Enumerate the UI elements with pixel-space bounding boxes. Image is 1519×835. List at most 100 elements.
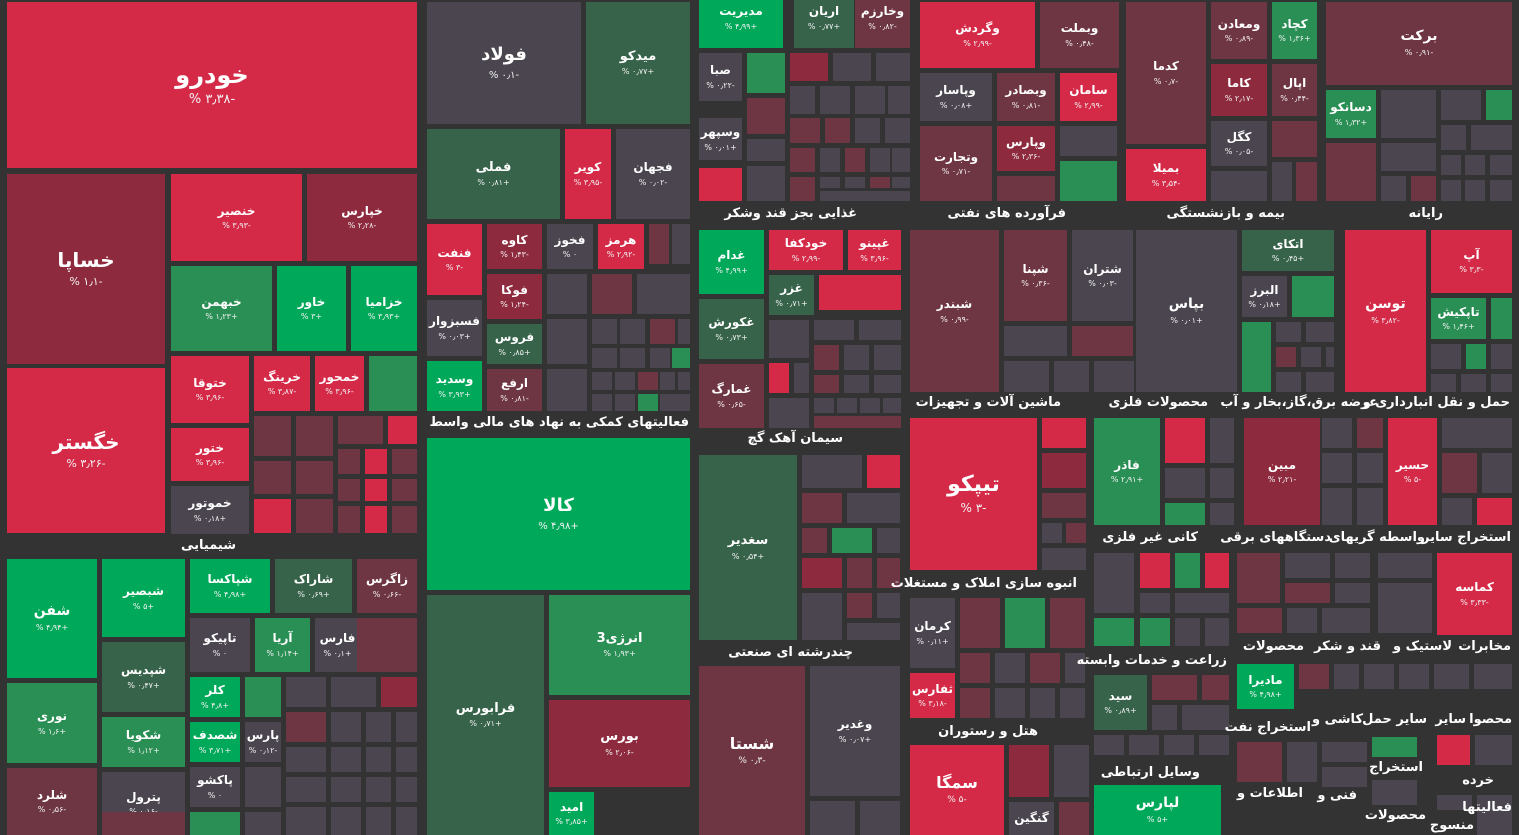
stock-tile-small[interactable] <box>1182 705 1229 730</box>
stock-tile[interactable]: خموتور +۰٫۱۸ % <box>171 486 249 534</box>
stock-tile-small[interactable] <box>1065 653 1085 683</box>
stock-tile-small[interactable] <box>877 558 900 588</box>
stock-tile[interactable]: غکورش +۰٫۷۳ % <box>699 299 764 359</box>
stock-tile-small[interactable] <box>254 499 291 533</box>
stock-tile-small[interactable] <box>1334 664 1359 689</box>
stock-tile-small[interactable] <box>338 506 360 533</box>
stock-tile-small[interactable] <box>1441 155 1461 175</box>
stock-tile[interactable]: فملی +۰٫۸۱ % <box>427 129 560 219</box>
stock-tile-small[interactable] <box>860 398 880 413</box>
stock-tile-small[interactable] <box>814 320 854 340</box>
stock-tile[interactable]: شستا -۰٫۳ % <box>699 666 805 835</box>
stock-tile-small[interactable] <box>833 53 871 81</box>
stock-tile[interactable]: کویر -۳٫۹۵ % <box>565 129 611 219</box>
stock-tile-small[interactable] <box>847 558 872 588</box>
stock-tile-small[interactable] <box>296 461 333 494</box>
stock-tile-small[interactable] <box>1335 553 1370 578</box>
stock-tile-small[interactable] <box>1490 180 1512 201</box>
stock-tile-small[interactable] <box>1199 735 1229 755</box>
stock-tile[interactable]: خبهمن +۱٫۲۳ % <box>171 266 272 351</box>
stock-tile-small[interactable] <box>1486 90 1512 120</box>
stock-tile[interactable]: کماسه -۳٫۳۳ % <box>1437 553 1512 635</box>
stock-tile-small[interactable] <box>1411 176 1436 201</box>
stock-tile-small[interactable] <box>877 593 900 618</box>
stock-tile-small[interactable] <box>366 712 391 742</box>
stock-tile-small[interactable] <box>392 449 417 474</box>
stock-tile-small[interactable] <box>874 345 901 370</box>
stock-tile-small[interactable] <box>1205 553 1229 588</box>
stock-tile[interactable]: کرمان +۰٫۱۱ % <box>910 598 955 668</box>
stock-tile[interactable]: انرژی3 +۱٫۹۳ % <box>549 595 690 695</box>
stock-tile-small[interactable] <box>1060 161 1117 201</box>
stock-tile-small[interactable] <box>960 653 990 683</box>
stock-tile-small[interactable] <box>1465 180 1485 201</box>
stock-tile-small[interactable] <box>396 712 417 742</box>
stock-tile-small[interactable] <box>1357 418 1383 448</box>
stock-tile-small[interactable] <box>769 398 809 428</box>
stock-tile-small[interactable] <box>592 372 612 390</box>
stock-tile-small[interactable] <box>366 807 391 835</box>
stock-tile-small[interactable] <box>837 398 857 413</box>
stock-tile-small[interactable] <box>365 449 387 474</box>
stock-tile-small[interactable] <box>1094 553 1134 613</box>
stock-tile[interactable]: شپاکسا +۴٫۹۸ % <box>190 559 270 613</box>
stock-tile-small[interactable] <box>1381 143 1436 171</box>
stock-tile-small[interactable] <box>1437 795 1472 810</box>
stock-tile[interactable]: وگردش -۲٫۹۹ % <box>920 2 1035 68</box>
stock-tile[interactable]: کالا +۴٫۹۸ % <box>427 438 690 590</box>
stock-tile-small[interactable] <box>859 320 901 340</box>
stock-tile-small[interactable] <box>1066 523 1086 543</box>
stock-tile-small[interactable] <box>1431 374 1456 392</box>
stock-tile-small[interactable] <box>1287 742 1317 782</box>
stock-tile-small[interactable] <box>369 356 417 411</box>
stock-tile-small[interactable] <box>1165 503 1205 525</box>
stock-tile-small[interactable] <box>620 348 645 368</box>
stock-tile-small[interactable] <box>1165 418 1205 463</box>
stock-tile-small[interactable] <box>547 369 587 411</box>
stock-tile[interactable]: شکویا +۱٫۱۲ % <box>102 717 185 767</box>
stock-tile-small[interactable] <box>847 493 900 523</box>
stock-tile-small[interactable] <box>1322 742 1367 762</box>
stock-tile-small[interactable] <box>1474 664 1512 689</box>
stock-tile[interactable]: فروس +۰٫۸۵ % <box>487 324 542 364</box>
stock-tile[interactable]: تاپکیش +۱٫۴۶ % <box>1431 298 1486 339</box>
stock-tile-small[interactable] <box>286 712 326 742</box>
stock-tile-small[interactable] <box>1175 618 1200 646</box>
stock-tile-small[interactable] <box>1477 795 1512 835</box>
stock-tile[interactable]: مدیریت +۴٫۹۹ % <box>699 0 783 48</box>
stock-tile-small[interactable] <box>1491 344 1512 369</box>
stock-tile-small[interactable] <box>1491 298 1512 339</box>
stock-tile-small[interactable] <box>1335 583 1370 603</box>
stock-tile-small[interactable] <box>814 398 834 413</box>
stock-tile-small[interactable] <box>888 86 910 114</box>
stock-tile-small[interactable] <box>1285 583 1330 603</box>
stock-tile-small[interactable] <box>1210 418 1234 463</box>
stock-tile-small[interactable] <box>649 224 669 264</box>
stock-tile-small[interactable] <box>1237 608 1282 633</box>
stock-tile[interactable]: غزر +۰٫۷۱ % <box>769 275 814 315</box>
stock-tile[interactable]: سمگا -۵ % <box>910 745 1004 835</box>
stock-tile-small[interactable] <box>547 274 587 314</box>
stock-tile-small[interactable] <box>1237 553 1280 603</box>
stock-tile-small[interactable] <box>1059 802 1089 835</box>
stock-tile-small[interactable] <box>1434 664 1469 689</box>
stock-tile-small[interactable] <box>1301 347 1321 367</box>
stock-tile-small[interactable] <box>1322 767 1367 787</box>
stock-tile[interactable]: وغدیر +۰٫۰۷ % <box>810 666 900 796</box>
stock-tile-small[interactable] <box>802 455 862 488</box>
stock-tile[interactable]: فنفت -۳ % <box>427 224 482 295</box>
stock-tile-small[interactable] <box>102 812 185 835</box>
stock-tile-small[interactable] <box>844 375 869 393</box>
stock-tile-small[interactable] <box>699 168 742 201</box>
stock-tile-small[interactable] <box>660 372 675 390</box>
stock-tile-small[interactable] <box>1491 374 1512 392</box>
stock-tile-small[interactable] <box>365 506 387 533</box>
stock-tile-small[interactable] <box>660 394 690 411</box>
stock-tile-small[interactable] <box>1042 453 1086 488</box>
stock-tile-small[interactable] <box>1042 523 1062 543</box>
stock-tile-small[interactable] <box>331 747 361 772</box>
stock-tile-small[interactable] <box>847 623 900 640</box>
stock-tile[interactable]: کگل -۰٫۰۵ % <box>1211 121 1267 166</box>
stock-tile-small[interactable] <box>847 593 872 618</box>
stock-tile-small[interactable] <box>331 777 361 802</box>
